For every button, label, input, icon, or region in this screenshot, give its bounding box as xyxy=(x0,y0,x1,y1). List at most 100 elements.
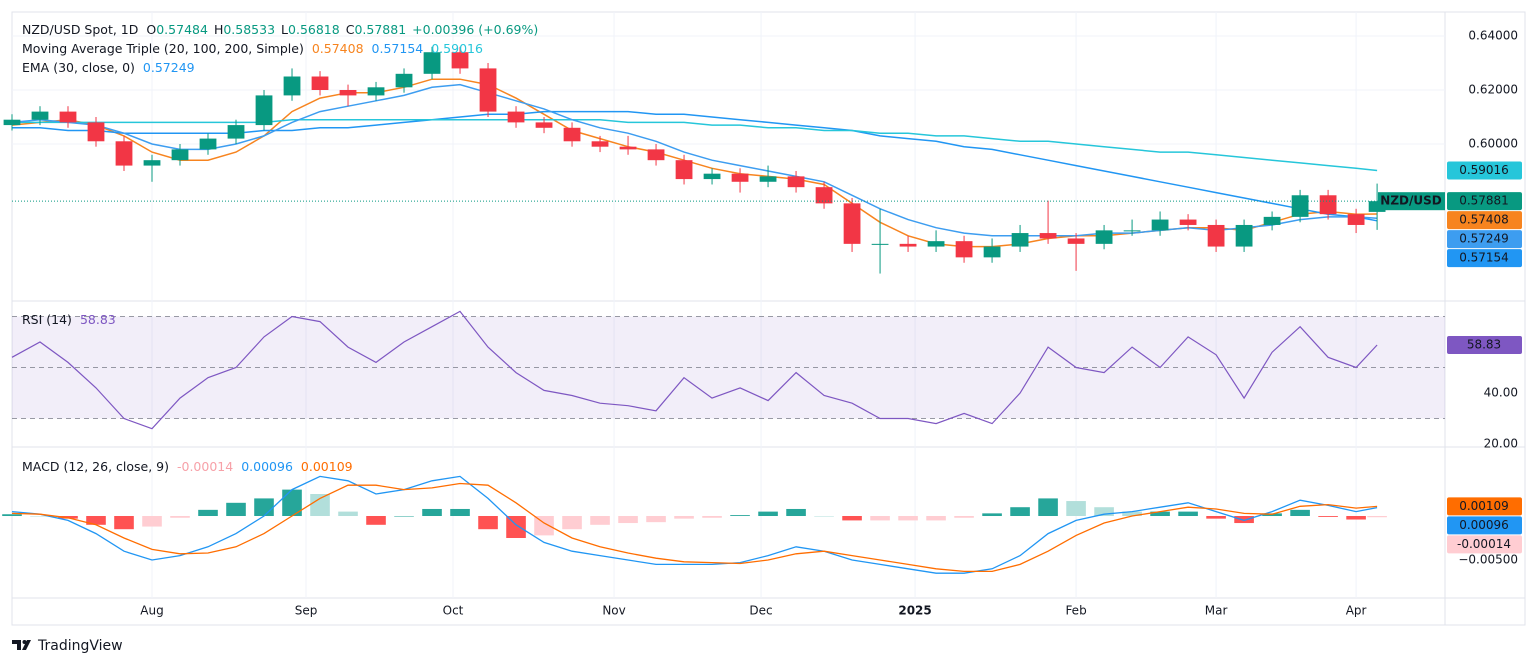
macd-histogram-bar xyxy=(926,516,946,521)
macd-histogram-bar xyxy=(1234,516,1254,524)
ema-title: EMA (30, close, 0) xyxy=(22,60,135,75)
candle xyxy=(59,106,77,128)
ohlc-value: 0.58533 xyxy=(223,22,275,37)
macd-histogram-bar xyxy=(86,516,106,525)
rsi-legend: RSI (14) 58.83 xyxy=(22,312,116,327)
macd-histogram-bar xyxy=(2,514,22,517)
price-tag-text: 58.83 xyxy=(1467,337,1501,351)
ohlc-label: C xyxy=(346,22,355,37)
macd-histogram-bar xyxy=(898,516,918,521)
macd-histogram-bar xyxy=(114,516,134,530)
macd-hist-value: -0.00014 xyxy=(177,459,233,474)
price-tag xyxy=(1447,230,1522,249)
candle-body xyxy=(1319,195,1337,215)
candle xyxy=(647,143,665,166)
candle xyxy=(787,170,805,193)
price-tag-text: 0.00096 xyxy=(1459,518,1509,532)
candle-body xyxy=(815,187,833,204)
ma-legend: Moving Average Triple (20, 100, 200, Sim… xyxy=(22,41,483,56)
ohlc-label: H xyxy=(214,22,223,37)
symbol-tag-text: NZD/USD xyxy=(1380,194,1441,208)
candle-body xyxy=(1095,230,1113,244)
footer-logo xyxy=(12,640,31,650)
macd-histogram-bar xyxy=(254,498,274,517)
candle xyxy=(1291,189,1309,223)
candle-body xyxy=(1067,238,1085,244)
macd-histogram-bar xyxy=(1290,509,1310,517)
moving-average xyxy=(11,78,1378,248)
ohlc-value: 0.57881 xyxy=(354,22,406,37)
macd-histogram-bar xyxy=(30,516,50,517)
ohlc-value: 0.57484 xyxy=(156,22,208,37)
x-tick-label: Aug xyxy=(140,604,163,618)
plot: Aug Sep Oct Nov Dec 2025 Feb Mar Apr 0.60000 0.620… xyxy=(2,12,1522,618)
macd-histogram-bar xyxy=(590,516,610,525)
brand: TradingView xyxy=(37,638,123,654)
candle-body xyxy=(143,160,161,166)
candle xyxy=(1095,224,1113,250)
macd-histogram-bar xyxy=(198,509,218,517)
price-tag xyxy=(1447,335,1522,354)
macd-histogram-bar xyxy=(1122,511,1142,517)
candle-body xyxy=(1151,219,1169,231)
macd-histogram-bar xyxy=(814,516,834,517)
price-tag-text: 0.57881 xyxy=(1459,194,1509,208)
macd-histogram-bar xyxy=(730,515,750,517)
candle-body xyxy=(535,122,553,128)
ohlc-value: 0.56818 xyxy=(288,22,340,37)
candle-body xyxy=(675,160,693,180)
candle xyxy=(1151,211,1169,236)
moving-average xyxy=(12,110,1378,222)
candle-body xyxy=(647,149,665,161)
candle xyxy=(1207,219,1225,252)
candle xyxy=(367,81,385,101)
candle-body xyxy=(59,111,77,123)
candle xyxy=(843,197,861,252)
candle-body xyxy=(1291,195,1309,217)
candle xyxy=(927,230,945,252)
macd-histogram-bar xyxy=(394,516,414,517)
rsi-value: 58.83 xyxy=(80,312,116,327)
candle-body xyxy=(1123,230,1141,232)
x-tick-label: Feb xyxy=(1065,604,1086,618)
candle xyxy=(227,119,245,144)
candle xyxy=(31,106,49,126)
macd-histogram-bar xyxy=(506,516,526,538)
candle-body xyxy=(339,90,357,96)
candle xyxy=(339,84,357,107)
candle xyxy=(675,154,693,185)
price-tag-text: 0.57154 xyxy=(1459,251,1509,265)
price-tag-text: 0.59016 xyxy=(1459,163,1509,177)
macd-histogram-bar xyxy=(1010,507,1030,517)
macd-histogram-bar xyxy=(1346,516,1366,520)
macd-histogram-bar xyxy=(450,508,470,517)
y-tick-label: 0.64000 xyxy=(1468,29,1518,43)
candle-body xyxy=(899,243,917,247)
candle-body xyxy=(759,176,777,182)
price-tag-text: 0.57408 xyxy=(1459,213,1509,227)
candle-body xyxy=(1235,224,1253,247)
candle-body xyxy=(227,125,245,139)
candle xyxy=(619,135,637,155)
macd-histogram-bar xyxy=(478,516,498,530)
macd-histogram-bar xyxy=(1150,511,1170,517)
macd-histogram-bar xyxy=(422,508,442,517)
macd-histogram-bar xyxy=(954,516,974,518)
candle-body xyxy=(395,73,413,88)
candle xyxy=(1368,183,1386,230)
candle xyxy=(87,116,105,147)
candle-body xyxy=(171,149,189,161)
candle-body xyxy=(619,146,637,150)
logo-dot xyxy=(22,640,27,644)
candle-body xyxy=(1207,224,1225,247)
macd-histogram-bar xyxy=(366,516,386,525)
candle-body xyxy=(1347,214,1365,225)
x-tick-label: Sep xyxy=(295,604,318,618)
rsi-line xyxy=(11,310,1378,430)
macd-histogram-bar xyxy=(1066,501,1086,517)
candle-body xyxy=(1039,233,1057,239)
ma-value: 0.57408 xyxy=(312,41,364,56)
macd-histogram-bar xyxy=(1318,516,1338,517)
ema-value: 0.57249 xyxy=(143,60,195,75)
